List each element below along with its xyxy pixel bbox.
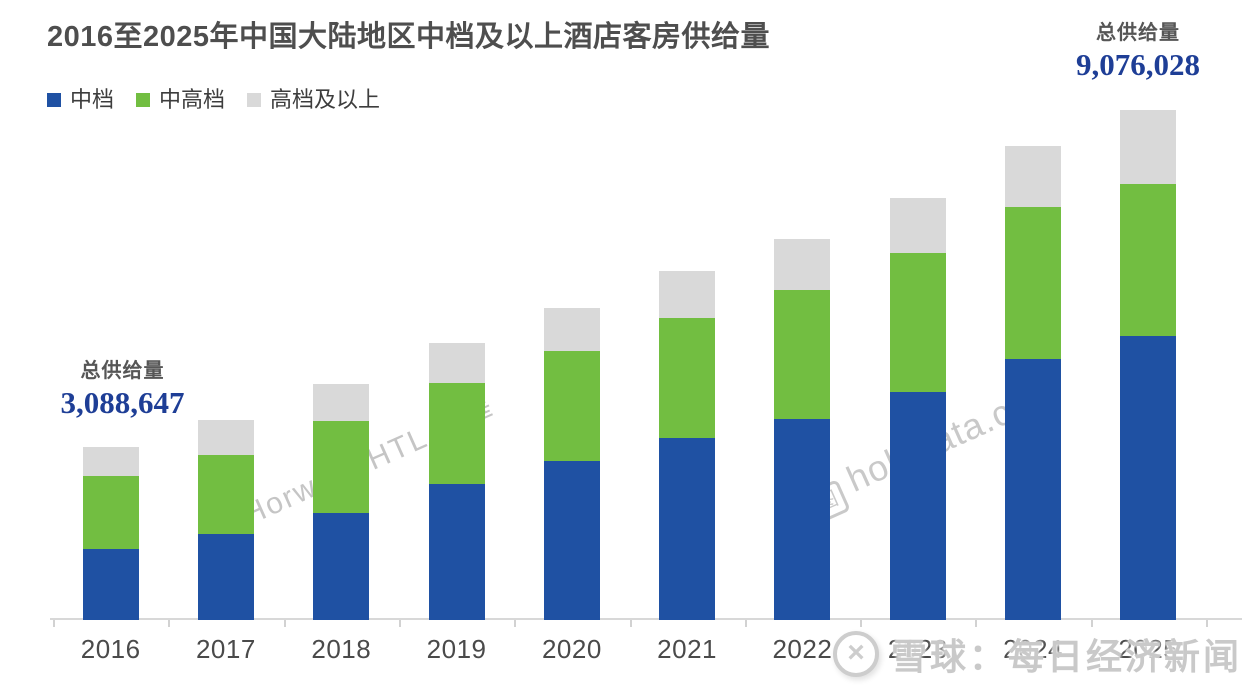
x-axis-label-2021: 2021 bbox=[657, 634, 718, 664]
x-axis-label-2016: 2016 bbox=[80, 634, 141, 664]
total-supply-2025: 总供给量 9,076,028 bbox=[1038, 16, 1238, 83]
x-axis-line bbox=[50, 618, 1242, 620]
total-supply-2016: 总供给量 3,088,647 bbox=[25, 354, 220, 421]
x-axis-tick bbox=[1206, 620, 1208, 627]
bar-segment-中档-2017 bbox=[197, 534, 254, 620]
bar-segment-中高档-2023 bbox=[889, 253, 946, 392]
bar-segment-中档-2024 bbox=[1005, 359, 1061, 620]
bar-segment-高档及以上-2020 bbox=[543, 308, 600, 351]
x-axis-label-2023: 2023 bbox=[887, 634, 948, 664]
x-axis-label-2017: 2017 bbox=[195, 634, 256, 664]
x-axis-label-2024: 2024 bbox=[1003, 634, 1063, 664]
x-axis-tick bbox=[629, 620, 632, 627]
x-axis-label-2025: 2025 bbox=[1118, 634, 1179, 664]
bar-segment-高档及以上-2024 bbox=[1005, 146, 1061, 207]
bar-segment-高档及以上-2021 bbox=[659, 271, 716, 318]
legend-item-upscale: 高档及以上 bbox=[247, 82, 380, 114]
x-axis-tick bbox=[1090, 620, 1093, 627]
total-supply-value-2016: 3,088,647 bbox=[60, 385, 185, 420]
bar-segment-中高档-2017 bbox=[197, 455, 254, 534]
bar-segment-中档-2023 bbox=[889, 392, 946, 620]
x-axis-tick bbox=[514, 620, 517, 627]
x-axis-label-2020: 2020 bbox=[541, 634, 602, 664]
xueqiu-logo-icon: × bbox=[833, 631, 879, 677]
x-axis-tick bbox=[860, 620, 863, 627]
chart-title: 2016至2025年中国大陆地区中档及以上酒店客房供给量 bbox=[47, 21, 771, 53]
x-axis-tick bbox=[53, 620, 55, 627]
bar-segment-中档-2021 bbox=[659, 438, 716, 620]
bar-segment-中高档-2022 bbox=[774, 290, 831, 419]
total-supply-value-2025: 9,076,028 bbox=[1076, 47, 1200, 82]
x-axis-tick bbox=[975, 620, 978, 627]
x-axis-label-2022: 2022 bbox=[772, 634, 833, 664]
legend-swatch-green-icon bbox=[136, 92, 151, 107]
total-supply-label: 总供给量 bbox=[80, 360, 165, 382]
legend-label: 高档及以上 bbox=[270, 87, 381, 112]
legend: 中档 中高档 高档及以上 bbox=[47, 82, 380, 114]
bar-segment-高档及以上-2025 bbox=[1120, 110, 1177, 184]
x-axis-tick bbox=[744, 620, 747, 627]
legend-label: 中档 bbox=[70, 87, 115, 112]
watermark-xueqiu-text: 雪球：每日经济新闻 bbox=[891, 636, 1242, 677]
bar-segment-高档及以上-2023 bbox=[889, 198, 946, 253]
legend-swatch-blue-icon bbox=[47, 92, 61, 107]
bar-segment-高档及以上-2017 bbox=[197, 420, 254, 455]
bar-segment-中高档-2016 bbox=[82, 476, 139, 549]
bar-segment-高档及以上-2016 bbox=[82, 447, 139, 476]
watermark-xueqiu: × 雪球：每日经济新闻 bbox=[833, 628, 1242, 680]
bar-segment-中档-2018 bbox=[313, 513, 370, 620]
bar-segment-中高档-2025 bbox=[1120, 184, 1177, 336]
x-axis-tick bbox=[168, 620, 171, 627]
bar-segment-中档-2022 bbox=[774, 419, 831, 620]
bar-segment-中档-2025 bbox=[1120, 336, 1177, 620]
bar-segment-中档-2016 bbox=[82, 549, 139, 620]
bar-segment-中档-2019 bbox=[428, 484, 485, 620]
legend-swatch-gray-icon bbox=[247, 92, 262, 107]
x-axis-label-2019: 2019 bbox=[426, 634, 487, 664]
bar-segment-高档及以上-2022 bbox=[774, 239, 831, 290]
x-axis-tick bbox=[398, 620, 401, 627]
bar-segment-高档及以上-2019 bbox=[428, 343, 485, 383]
bar-segment-中档-2020 bbox=[543, 461, 600, 620]
legend-item-upper-midscale: 中高档 bbox=[136, 82, 225, 114]
total-supply-label: 总供给量 bbox=[1096, 22, 1180, 44]
x-axis-tick bbox=[283, 620, 286, 627]
bar-segment-高档及以上-2018 bbox=[313, 384, 370, 421]
bar-segment-中高档-2019 bbox=[428, 383, 485, 484]
bar-segment-中高档-2024 bbox=[1005, 207, 1061, 359]
legend-item-midscale: 中档 bbox=[47, 82, 114, 114]
legend-label: 中高档 bbox=[159, 87, 226, 112]
bar-segment-中高档-2020 bbox=[543, 351, 600, 461]
bar-segment-中高档-2018 bbox=[313, 421, 370, 513]
bar-segment-中高档-2021 bbox=[659, 318, 716, 438]
x-axis-label-2018: 2018 bbox=[311, 634, 372, 664]
